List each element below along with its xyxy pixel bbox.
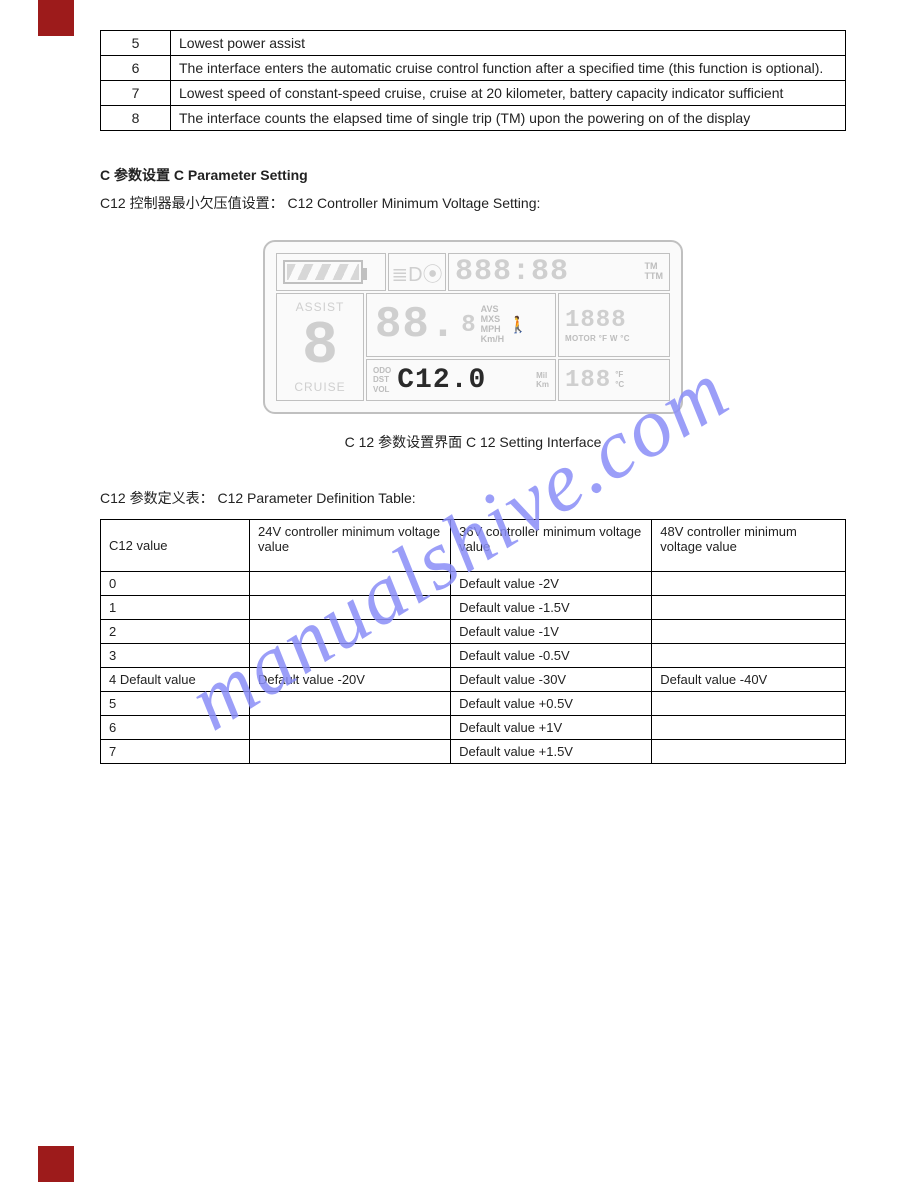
motor-label: MOTOR °F W °C [565, 334, 663, 343]
table-row: 2 Default value -1V [101, 620, 846, 644]
table-row: 6 The interface enters the automatic cru… [101, 56, 846, 81]
para-cn: C12 控制器最小欠压值设置： [100, 195, 284, 211]
caption-cn: C 12 参数设置界面 [345, 434, 462, 450]
page-corner-bottom [38, 1146, 74, 1182]
section-paragraph: C12 控制器最小欠压值设置： C12 Controller Minimum V… [100, 193, 846, 214]
row-text: The interface enters the automatic cruis… [171, 56, 846, 81]
para-en: C12 Controller Minimum Voltage Setting: [287, 195, 540, 211]
cruise-label: CRUISE [294, 380, 345, 394]
ambient-units: °F °C [615, 370, 624, 389]
table-row: 6 Default value +1V [101, 716, 846, 740]
table-row: 0 Default value -2V [101, 572, 846, 596]
page-corner-top [38, 0, 74, 36]
odo-labels: ODO DST VOL [373, 366, 391, 394]
col-36v: 36V controller minimum voltage value [451, 520, 652, 572]
table-row: 4 Default value Default value -20V Defau… [101, 668, 846, 692]
time-segments: 888:88 [455, 255, 569, 289]
row-text: Lowest speed of constant-speed cruise, c… [171, 81, 846, 106]
odo-block: ODO DST VOL C12.0 Mil Km [366, 359, 556, 401]
col-c12: C12 value [101, 520, 250, 572]
caption-en: C 12 Setting Interface [466, 434, 601, 450]
motor-value: 1888 [565, 307, 663, 334]
speed-block: 88. 8 AVS MXS MPH Km/H 🚶 [366, 293, 556, 357]
speed-sub: 8 [461, 312, 476, 339]
battery-icon [276, 253, 386, 291]
speed-main: 88. [375, 300, 457, 350]
table-row: 5 Default value +0.5V [101, 692, 846, 716]
tm-labels: TM TTM [645, 262, 664, 282]
table-row: 8 The interface counts the elapsed time … [101, 106, 846, 131]
center-column: 88. 8 AVS MXS MPH Km/H 🚶 ODO D [365, 292, 557, 402]
row-text: Lowest power assist [171, 31, 846, 56]
page-content: 5 Lowest power assist 6 The interface en… [100, 30, 846, 764]
note-cn: C12 参数定义表： [100, 490, 214, 506]
assist-block: ASSIST 8 CRUISE [276, 293, 364, 401]
time-display: 888:88 TM TTM [448, 253, 670, 291]
ambient-block: 188 °F °C [558, 359, 670, 401]
walk-icon: 🚶 [508, 315, 528, 335]
table-row: 3 Default value -0.5V [101, 644, 846, 668]
table-row: 7 Lowest speed of constant-speed cruise,… [101, 81, 846, 106]
table-note: C12 参数定义表： C12 Parameter Definition Tabl… [100, 488, 846, 509]
diagram-caption: C 12 参数设置界面 C 12 Setting Interface [100, 432, 846, 452]
lcd-panel: ≣D⦿ 888:88 TM TTM ASSIST 8 CRUISE [263, 240, 683, 414]
note-en: C12 Parameter Definition Table: [217, 490, 415, 506]
right-column: 1888 MOTOR °F W °C 188 °F °C [557, 292, 671, 402]
assist-digit: 8 [302, 320, 338, 374]
row-number: 6 [101, 56, 171, 81]
table-row: 1 Default value -1.5V [101, 596, 846, 620]
headlight-icon: ≣D⦿ [388, 253, 446, 291]
odo-unit-labels: Mil Km [536, 371, 549, 389]
summary-table: 5 Lowest power assist 6 The interface en… [100, 30, 846, 131]
col-48v: 48V controller minimum voltage value [652, 520, 846, 572]
ambient-value: 188 [565, 367, 611, 394]
speed-unit-labels: AVS MXS MPH Km/H [481, 305, 505, 345]
table-header-row: C12 value 24V controller minimum voltage… [101, 520, 846, 572]
heading-cn: C 参数设置 [100, 167, 170, 183]
row-text: The interface counts the elapsed time of… [171, 106, 846, 131]
motor-block: 1888 MOTOR °F W °C [558, 293, 670, 357]
row-number: 5 [101, 31, 171, 56]
heading-en: C Parameter Setting [174, 167, 308, 183]
lcd-diagram: ≣D⦿ 888:88 TM TTM ASSIST 8 CRUISE [263, 240, 683, 414]
table-row: 7 Default value +1.5V [101, 740, 846, 764]
definition-table: C12 value 24V controller minimum voltage… [100, 519, 846, 764]
section-heading: C 参数设置 C Parameter Setting [100, 165, 846, 185]
assist-label: ASSIST [296, 300, 345, 314]
col-24v: 24V controller minimum voltage value [250, 520, 451, 572]
table-row: 5 Lowest power assist [101, 31, 846, 56]
row-number: 7 [101, 81, 171, 106]
odo-value: C12.0 [397, 365, 486, 396]
row-number: 8 [101, 106, 171, 131]
